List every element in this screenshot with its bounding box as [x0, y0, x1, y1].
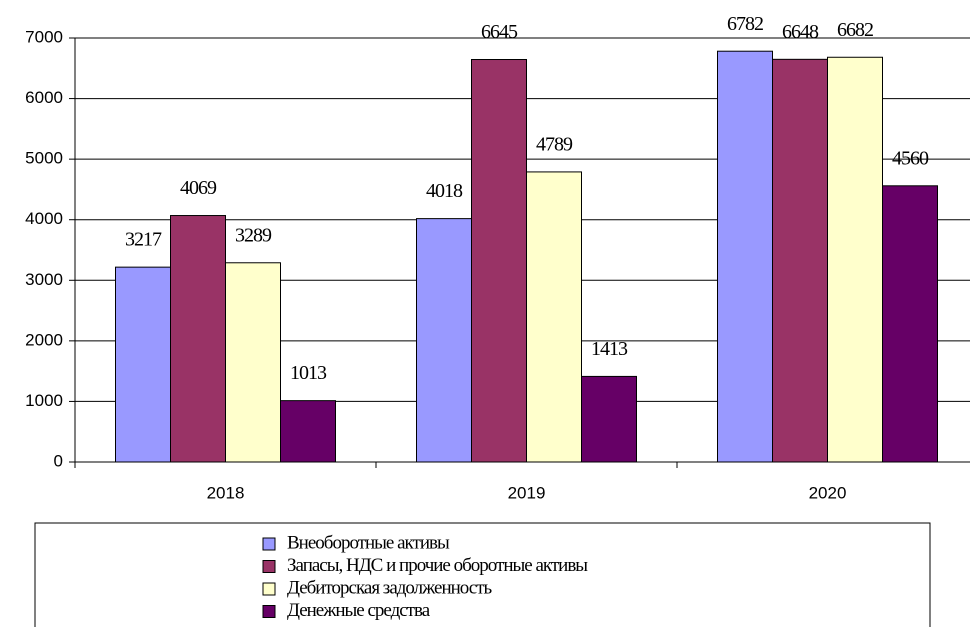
legend-swatch [262, 582, 276, 596]
value-label: 1013 [290, 362, 327, 384]
bar [717, 50, 773, 463]
bar [526, 171, 582, 463]
value-label: 6645 [481, 21, 518, 43]
bar [827, 56, 883, 463]
x-tick-label: 2020 [809, 483, 847, 502]
legend-label: Запасы, НДС и прочие оборотные активы [287, 555, 588, 576]
bar [471, 59, 527, 463]
value-label: 6782 [727, 13, 763, 35]
y-tick-label: 4000 [25, 209, 63, 228]
legend-swatch [262, 605, 276, 618]
bar [882, 185, 938, 463]
value-label: 3289 [235, 224, 272, 246]
legend-box [34, 522, 931, 627]
value-label: 4789 [536, 134, 573, 156]
bar [581, 375, 637, 463]
y-tick-label: 7000 [25, 27, 63, 46]
bar [115, 266, 171, 463]
value-label: 6648 [782, 21, 819, 43]
legend-swatch [262, 560, 276, 573]
legend-swatch [262, 537, 276, 551]
value-label: 4018 [426, 180, 463, 202]
x-tick-label: 2018 [207, 483, 245, 502]
bar [772, 58, 828, 463]
y-tick-label: 2000 [25, 330, 63, 349]
legend-label: Внеоборотные активы [287, 532, 450, 553]
x-tick-label: 2019 [508, 483, 546, 502]
value-label: 1413 [591, 338, 628, 360]
value-label: 4560 [892, 147, 929, 169]
legend-label: Денежные средства [287, 600, 431, 621]
bar [170, 215, 226, 463]
y-tick-label: 5000 [25, 149, 63, 168]
y-tick-label: 1000 [25, 391, 63, 410]
value-label: 4069 [180, 177, 217, 199]
value-label: 3217 [125, 229, 162, 251]
y-tick-label: 0 [54, 451, 63, 470]
y-tick-label: 6000 [25, 88, 63, 107]
value-label: 6682 [837, 19, 873, 41]
y-tick-label: 3000 [25, 270, 63, 289]
bar [225, 262, 281, 463]
bar [416, 218, 472, 463]
legend-label: Дебиторская задолженность [287, 577, 493, 598]
bar [280, 400, 336, 463]
